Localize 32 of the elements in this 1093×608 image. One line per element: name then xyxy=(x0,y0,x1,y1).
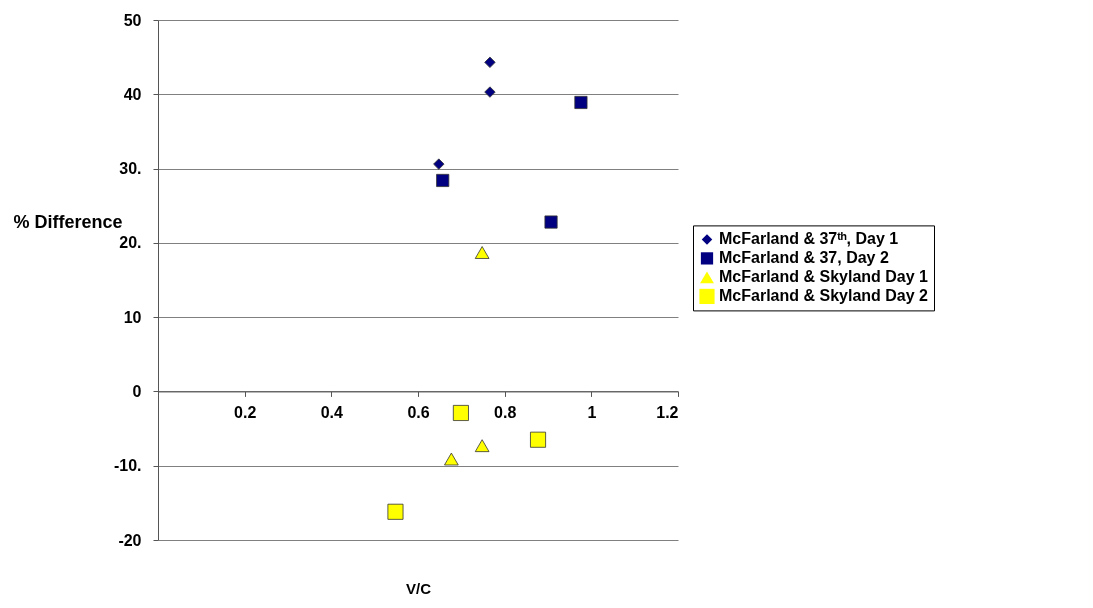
x-tick-label: 0.2 xyxy=(234,403,257,421)
point xyxy=(452,404,469,421)
y-tick-label: -10. xyxy=(113,457,142,475)
x-tick-label: 1.2 xyxy=(656,403,679,421)
x-tick-label: 0.4 xyxy=(320,403,344,421)
point xyxy=(484,86,496,98)
legend-label: McFarland & Skyland Day 2 xyxy=(719,287,929,305)
y-tick-label: -20 xyxy=(118,531,142,549)
point xyxy=(484,56,496,68)
legend-label: McFarland & 37, Day 2 xyxy=(719,249,889,267)
y-tick-label: 20. xyxy=(119,234,142,252)
point xyxy=(387,503,404,520)
x-axis-title: V/C xyxy=(405,579,432,597)
point xyxy=(474,439,490,453)
y-tick-label: 10 xyxy=(123,308,142,326)
y-tick-label: 30. xyxy=(119,160,142,178)
point xyxy=(433,158,445,170)
y-axis-title: % Difference xyxy=(13,212,123,233)
x-tick-label: 0.6 xyxy=(407,403,430,421)
legend-label: McFarland & 37ᵗʰ, Day 1 xyxy=(719,230,899,248)
point xyxy=(530,431,547,448)
y-tick-label: 40 xyxy=(123,85,142,103)
point xyxy=(474,246,490,259)
y-tick-label: 0 xyxy=(132,382,142,400)
x-tick-label: 0.8 xyxy=(494,403,517,421)
point xyxy=(574,95,588,109)
legend-label: McFarland & Skyland Day 1 xyxy=(719,268,929,286)
point xyxy=(436,173,450,187)
point xyxy=(544,215,558,229)
point xyxy=(444,452,459,466)
x-tick-label: 1 xyxy=(587,403,597,421)
y-tick-label: 50 xyxy=(123,11,142,29)
